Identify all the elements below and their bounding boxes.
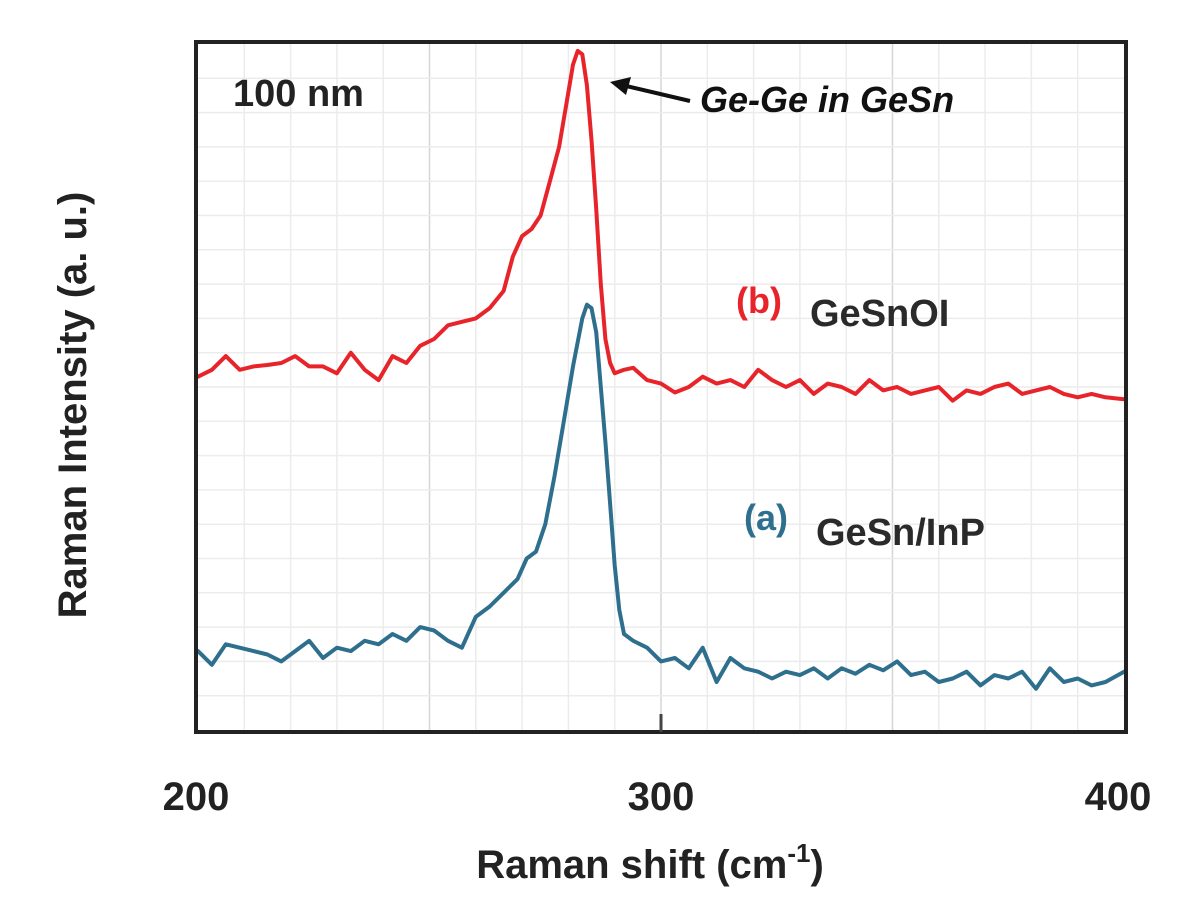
x-axis-title: Raman shift (cm-1) [476, 838, 824, 887]
series-line-gesn-inp [196, 302, 1126, 691]
peak-annotation: Ge-Ge in GeSn [610, 77, 954, 120]
series-name-gesnoi: GeSnOI [810, 293, 949, 335]
annotation-arrow-shaft [621, 83, 691, 103]
annotation-text: Ge-Ge in GeSn [700, 79, 954, 120]
x-tick-label-200: 200 [163, 775, 230, 819]
x-tick-label-300: 300 [628, 775, 695, 819]
series-line-gesnoi [196, 48, 1126, 403]
annotation-arrow-head [610, 77, 631, 95]
x-axis-title-main: Raman shift (cm [476, 843, 787, 887]
grid-lines [198, 44, 1124, 730]
x-axis-title-superscript: -1 [787, 838, 810, 868]
series-tag-b: (b) [736, 280, 782, 321]
x-tick-label-400: 400 [1085, 775, 1152, 819]
series-tag-a: (a) [744, 497, 788, 538]
series-name-gesn-inp: GeSn/InP [816, 512, 985, 554]
series-layer [196, 48, 1126, 691]
y-axis-title: Raman Intensity (a. u.) [51, 192, 95, 619]
panel-label: 100 nm [233, 73, 364, 115]
x-axis-title-close: ) [810, 843, 823, 887]
